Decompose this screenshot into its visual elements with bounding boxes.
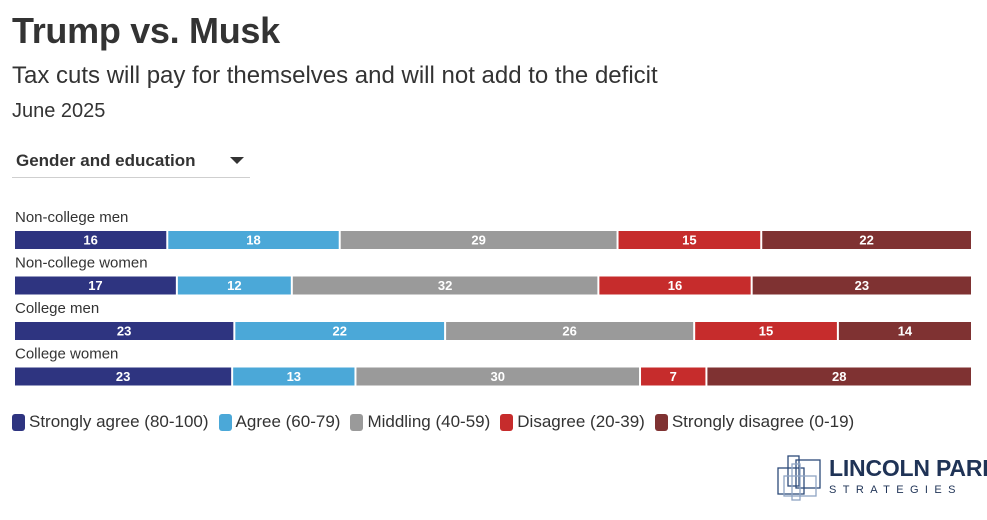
legend-label: Disagree (20-39)	[517, 412, 645, 431]
bar-segment[interactable]	[707, 367, 971, 386]
data-label: 15	[682, 233, 696, 248]
data-label: 23	[855, 278, 869, 293]
legend-label: Strongly disagree (0-19)	[671, 412, 855, 431]
bar-segment[interactable]	[599, 276, 751, 295]
data-label: 23	[116, 369, 130, 384]
category-label: Non-college men	[15, 209, 128, 226]
bar-segment[interactable]	[446, 322, 694, 340]
bar-segment[interactable]	[641, 367, 706, 386]
bar-segment[interactable]	[618, 231, 761, 249]
data-label: 17	[88, 278, 102, 293]
bar-segment[interactable]	[15, 322, 234, 340]
bar-segment[interactable]	[177, 276, 291, 295]
data-label: 32	[438, 278, 452, 293]
legend-swatch	[350, 413, 364, 431]
company-logo: LINCOLN PARK STRATEGIES	[774, 452, 987, 504]
chevron-down-icon	[230, 157, 244, 164]
stacked-bar-chart: Non-college men 16 18 29 15 22 Non-college wom…	[15, 209, 971, 386]
data-label: 22	[859, 233, 873, 248]
data-label: 16	[668, 278, 682, 293]
bar-segment[interactable]	[15, 276, 176, 295]
data-label: 14	[898, 324, 913, 339]
bar-segment[interactable]	[168, 231, 339, 249]
legend-item[interactable]: Disagree (20-39)	[500, 412, 645, 432]
bar-segment[interactable]	[356, 367, 640, 386]
category-label: College women	[15, 346, 118, 363]
legend-item[interactable]: Middling (40-59)	[350, 412, 490, 432]
data-label: 12	[227, 278, 241, 293]
data-label: 26	[562, 324, 576, 339]
bar-segment[interactable]	[292, 276, 598, 295]
legend-swatch	[654, 413, 668, 431]
bar-segment[interactable]	[233, 367, 355, 386]
data-label: 30	[491, 369, 505, 384]
legend-swatch	[218, 413, 232, 431]
legend-item[interactable]: Strongly disagree (0-19)	[654, 412, 855, 432]
chart-date: June 2025	[12, 100, 106, 122]
chart-legend: Strongly agree (80-100) Agree (60-79) Midd…	[12, 412, 864, 432]
data-label: 28	[832, 369, 846, 384]
data-label: 22	[332, 324, 346, 339]
logo-name: LINCOLN PARK	[829, 455, 987, 481]
bar-segment[interactable]	[15, 367, 232, 386]
legend-item[interactable]: Strongly agree (80-100)	[12, 412, 209, 432]
data-label: 29	[471, 233, 485, 248]
legend-swatch	[500, 413, 514, 431]
legend-label: Middling (40-59)	[367, 412, 491, 431]
data-label: 15	[759, 324, 773, 339]
chart-title: Trump vs. Musk	[12, 10, 280, 51]
category-label: Non-college women	[15, 255, 148, 272]
bar-segment[interactable]	[340, 231, 617, 249]
legend-label: Agree (60-79)	[235, 412, 341, 431]
logo-subtitle: STRATEGIES	[829, 484, 962, 496]
group-dropdown-value: Gender and education	[16, 151, 196, 170]
legend-label: Strongly agree (80-100)	[29, 412, 209, 431]
bar-segment[interactable]	[838, 322, 971, 340]
legend-item[interactable]: Agree (60-79)	[218, 412, 341, 432]
bar-segment[interactable]	[235, 322, 445, 340]
group-dropdown[interactable]: Gender and education	[12, 145, 250, 178]
bar-segment[interactable]	[762, 231, 971, 249]
bar-segment[interactable]	[15, 231, 167, 249]
data-label: 23	[117, 324, 131, 339]
data-label: 13	[287, 369, 301, 384]
data-label: 18	[246, 233, 260, 248]
bar-segment[interactable]	[695, 322, 837, 340]
legend-swatch	[12, 413, 25, 431]
data-label: 7	[670, 369, 677, 384]
building-squares-icon	[777, 455, 821, 501]
bar-segment[interactable]	[752, 276, 971, 295]
data-label: 16	[83, 233, 97, 248]
chart-subtitle: Tax cuts will pay for themselves and wil…	[12, 62, 658, 89]
category-label: College men	[15, 300, 99, 317]
